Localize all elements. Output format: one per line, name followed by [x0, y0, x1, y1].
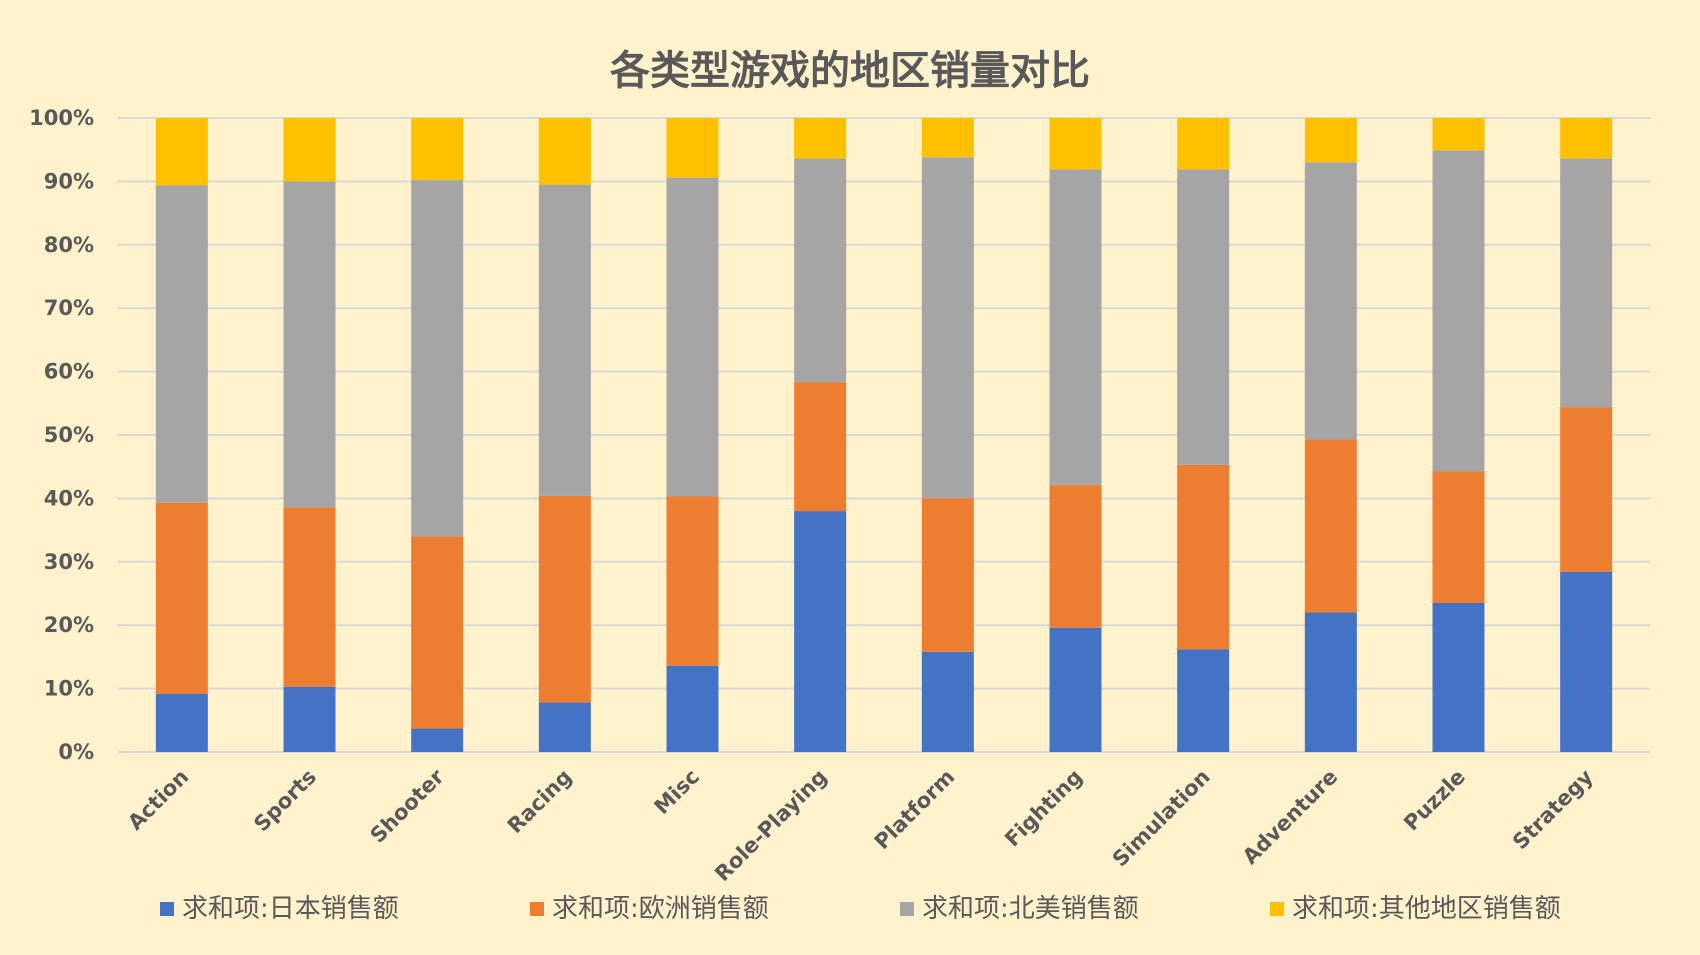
- bar-segment: [411, 728, 464, 752]
- bar-segment: [155, 185, 208, 503]
- x-tick-label: Sports: [249, 765, 321, 837]
- bar-segment: [1177, 118, 1230, 170]
- bar-segment: [921, 498, 974, 652]
- x-tick-label: Simulation: [1108, 765, 1215, 872]
- y-tick-label: 70%: [44, 296, 94, 320]
- y-tick-label: 100%: [29, 106, 94, 130]
- y-tick-label: 50%: [44, 423, 94, 447]
- legend-swatch: [160, 902, 174, 916]
- bar-segment: [283, 507, 336, 687]
- bar-segment: [921, 157, 974, 499]
- bar-segment: [1432, 150, 1485, 472]
- bar-segment: [538, 702, 591, 752]
- bar-segment: [921, 118, 974, 158]
- bar-segment: [1177, 649, 1230, 752]
- bar-segment: [283, 686, 336, 752]
- bar-segment: [1432, 471, 1485, 604]
- bar-segment: [1432, 118, 1485, 151]
- legend-label: 求和项:北美销售额: [922, 894, 1139, 924]
- bar-segment: [666, 177, 719, 497]
- bar-segment: [1177, 169, 1230, 465]
- bar-segment: [794, 118, 847, 159]
- y-tick-label: 30%: [44, 550, 94, 574]
- y-tick-label: 20%: [44, 613, 94, 637]
- legend-label: 求和项:日本销售额: [182, 894, 399, 924]
- legend-label: 求和项:其他地区销售额: [1292, 894, 1561, 924]
- x-tick-label: Misc: [650, 765, 704, 819]
- chart-title: 各类型游戏的地区销量对比: [610, 48, 1090, 94]
- x-tick-label: Adventure: [1238, 765, 1342, 869]
- bar-segment: [921, 651, 974, 752]
- bar-segment: [1304, 439, 1357, 613]
- y-tick-label: 60%: [44, 360, 94, 384]
- bar-segment: [1049, 169, 1102, 486]
- bar-segment: [411, 118, 464, 181]
- x-tick-label: Role-Playing: [710, 765, 831, 886]
- bar-segment: [1432, 603, 1485, 752]
- bar-segment: [1560, 407, 1613, 572]
- bar-segment: [1304, 612, 1357, 752]
- x-tick-label: Puzzle: [1399, 765, 1470, 836]
- bar-segment: [283, 181, 336, 508]
- legend-label: 求和项:欧洲销售额: [552, 894, 769, 924]
- bar-segment: [1304, 118, 1357, 163]
- bar-segment: [1560, 571, 1613, 752]
- bar-segment: [666, 665, 719, 752]
- bar-segment: [1304, 162, 1357, 440]
- legend-swatch: [900, 902, 914, 916]
- x-tick-label: Shooter: [366, 764, 450, 848]
- bar-segment: [794, 158, 847, 383]
- bar-segment: [411, 180, 464, 537]
- x-tick-label: Fighting: [1000, 765, 1087, 852]
- bar-segment: [1049, 118, 1102, 170]
- bar-segment: [538, 495, 591, 703]
- y-tick-label: 10%: [44, 677, 94, 701]
- x-tick-label: Strategy: [1508, 764, 1598, 854]
- bar-segment: [1560, 118, 1613, 159]
- legend-swatch: [530, 902, 544, 916]
- bar-segment: [538, 118, 591, 185]
- bar-segment: [538, 184, 591, 496]
- bar-segment: [1049, 627, 1102, 752]
- bar-segment: [794, 511, 847, 752]
- legend-swatch: [1270, 902, 1284, 916]
- y-tick-label: 90%: [44, 169, 94, 193]
- x-tick-label: Action: [123, 765, 193, 835]
- bar-segment: [666, 496, 719, 666]
- x-tick-label: Platform: [870, 765, 960, 855]
- bar-segment: [1177, 464, 1230, 650]
- y-tick-label: 0%: [58, 740, 94, 764]
- bar-segment: [155, 502, 208, 694]
- bar-segment: [155, 693, 208, 752]
- bar-segment: [794, 382, 847, 512]
- bar-segment: [666, 118, 719, 178]
- bar-segment: [1049, 485, 1102, 628]
- bar-segment: [283, 118, 336, 182]
- bar-segment: [411, 536, 464, 729]
- y-tick-label: 80%: [44, 233, 94, 257]
- bar-segment: [155, 118, 208, 186]
- bar-segment: [1560, 158, 1613, 408]
- y-tick-label: 40%: [44, 486, 94, 510]
- x-tick-label: Racing: [503, 765, 577, 839]
